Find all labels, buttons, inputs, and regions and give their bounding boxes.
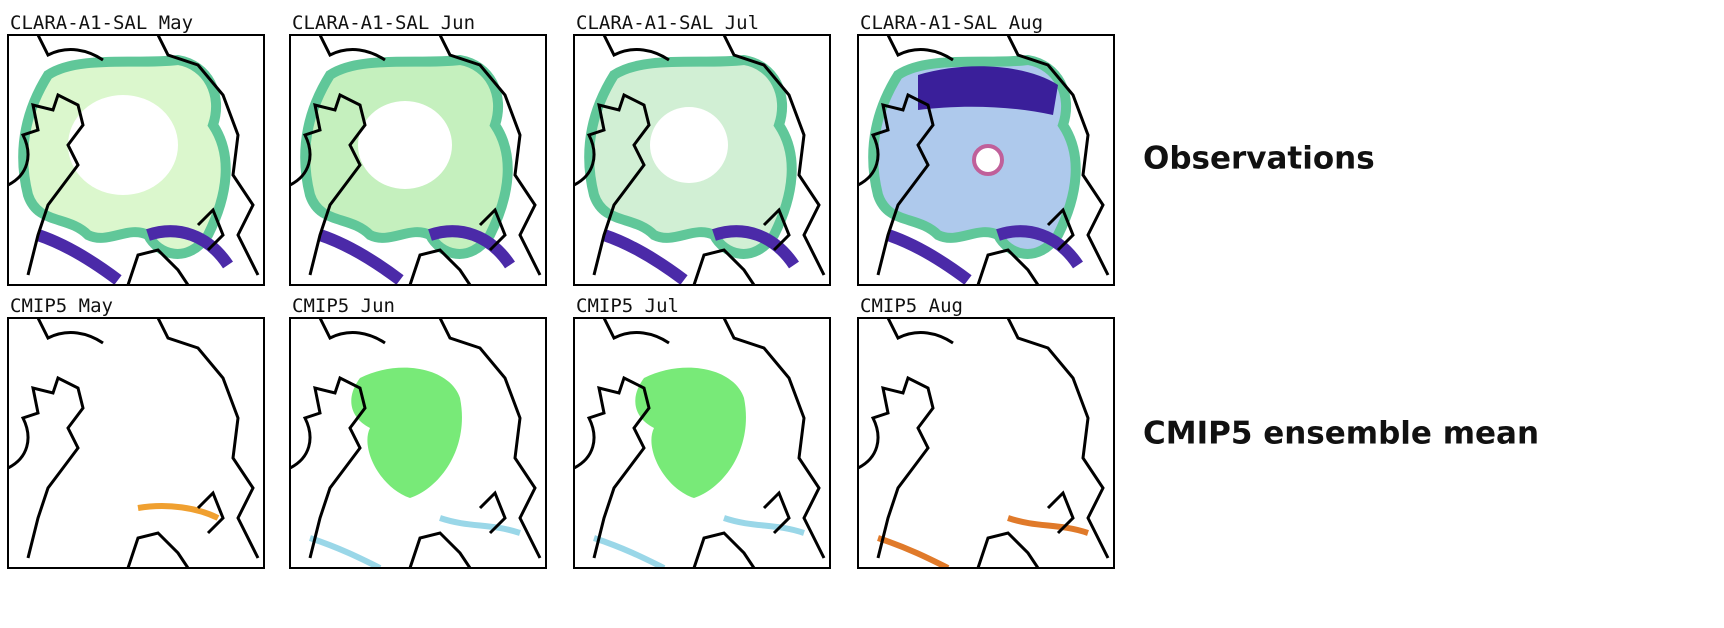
row-label: CMIP5 ensemble mean — [1143, 416, 1539, 452]
map-panel — [290, 318, 546, 568]
panel-title: CMIP5 Jul — [576, 295, 679, 317]
panel-title: CLARA-A1-SAL Aug — [860, 12, 1043, 34]
map-panel — [290, 35, 546, 285]
high-albedo-core — [68, 95, 178, 195]
panel-title: CMIP5 Jun — [292, 295, 395, 317]
high-albedo-core — [650, 107, 728, 183]
map-panel — [858, 318, 1114, 568]
map-background — [8, 318, 264, 568]
figure: Observations CLARA-A1-SAL May CLARA-A1-SAL… — [0, 0, 1724, 628]
pole-hole — [974, 146, 1002, 174]
high-albedo-core — [358, 101, 452, 189]
map-panel — [574, 35, 830, 285]
panel-title: CLARA-A1-SAL Jul — [576, 12, 759, 34]
map-panel — [574, 318, 830, 568]
panel-title: CMIP5 Aug — [860, 295, 963, 317]
map-panel — [8, 35, 264, 285]
panel-title: CLARA-A1-SAL May — [10, 12, 193, 34]
map-panel — [8, 318, 264, 568]
row-label: Observations — [1143, 141, 1375, 177]
panel-title: CLARA-A1-SAL Jun — [292, 12, 475, 34]
map-panel — [858, 35, 1114, 285]
panel-title: CMIP5 May — [10, 295, 113, 317]
